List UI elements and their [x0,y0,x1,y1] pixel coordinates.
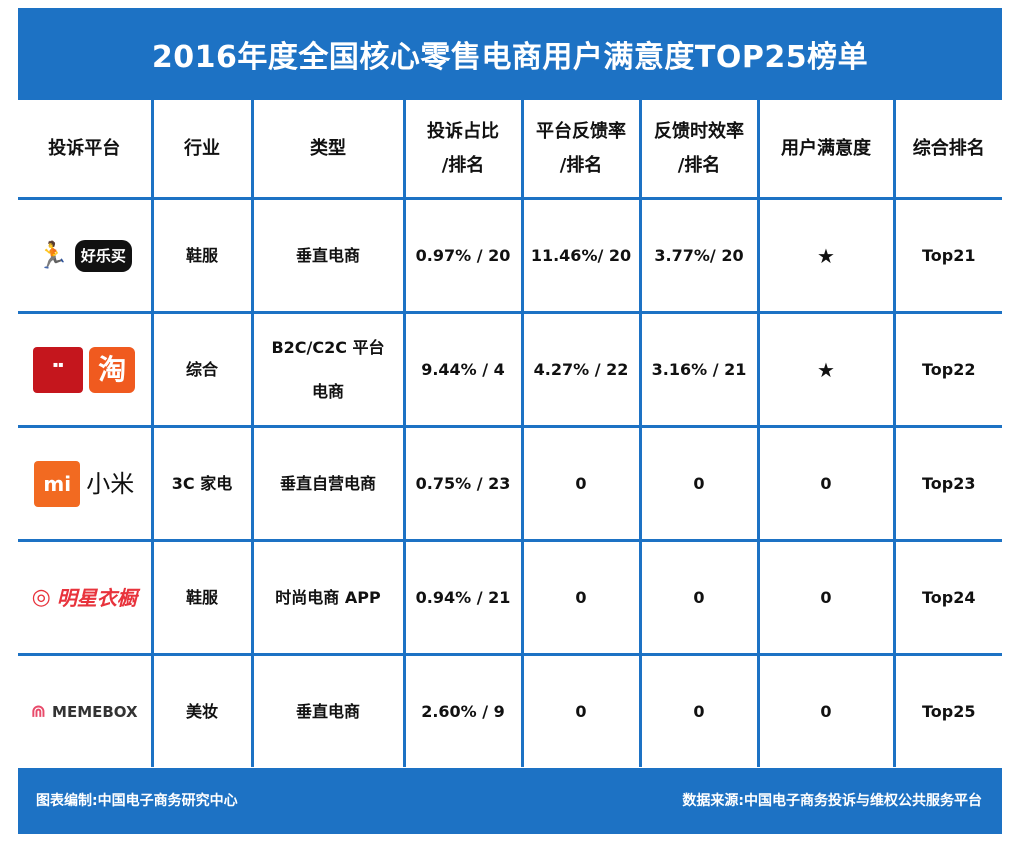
header-platform: 投诉平台 [18,100,154,200]
tmall-icon: ▪▪ [33,346,84,393]
type-cell: B2C/C2C 平台 电商 [250,311,406,428]
table-row: ⋒ MEMEBOX 美妆 垂直电商 2.60% / 9 0 0 0 Top25 [18,653,1002,767]
satisfaction-cell: 0 [756,539,896,656]
platform-cell: mi 小米 [18,425,154,542]
okbuy-logo: 🏃 好乐买 [18,239,151,272]
header-timeliness: 反馈时效率 /排名 [638,100,760,200]
rank-cell: Top21 [892,197,1002,314]
industry-cell: 综合 [150,311,254,428]
timeliness-cell: 0 [638,425,760,542]
mi-logo: mi 小米 [18,460,151,507]
table-row: 🏃 好乐买 鞋服 垂直电商 0.97% / 20 11.46%/ 20 3.77… [18,197,1002,314]
type-cell: 垂直电商 [250,653,406,767]
runner-icon: 🏃 [36,240,69,271]
page-title: 2016年度全国核心零售电商用户满意度TOP25榜单 [151,40,869,75]
industry-cell: 美妆 [150,653,254,767]
mingxing-logo: ◎ 明星衣橱 [18,584,151,612]
footer-compiler: 图表编制:中国电子商务研究中心 [36,793,238,809]
complaint-cell: 0.97% / 20 [402,197,524,314]
table-row: mi 小米 3C 家电 垂直自营电商 0.75% / 23 0 0 0 Top2… [18,425,1002,542]
logo-text: 小米 [86,469,135,498]
footer: 图表编制:中国电子商务研究中心 数据来源:中国电子商务投诉与维权公共服务平台 [18,768,1002,834]
rank-cell: Top25 [892,653,1002,767]
header-rank: 综合排名 [892,100,1002,200]
logo-text: 好乐买 [74,239,132,272]
industry-cell: 鞋服 [150,197,254,314]
tmall-taobao-logo: ▪▪ 淘 [18,346,151,393]
complaint-cell: 2.60% / 9 [402,653,524,767]
rank-cell: Top22 [892,311,1002,428]
rank-cell: Top23 [892,425,1002,542]
logo-text: 明星衣橱 [56,585,137,610]
header-timeliness-l1: 反馈时效率 [654,120,744,142]
type-line1: B2C/C2C 平台 [271,337,385,357]
feedback-cell: 0 [520,425,642,542]
table-row: ◎ 明星衣橱 鞋服 时尚电商 APP 0.94% / 21 0 0 0 Top2… [18,539,1002,656]
ranking-table: 投诉平台 行业 类型 投诉占比 /排名 平台反馈率 /排名 反馈时效率 /排名 … [18,100,1002,768]
platform-cell: ⋒ MEMEBOX [18,653,154,767]
type-cell: 垂直电商 [250,197,406,314]
timeliness-cell: 0 [638,653,760,767]
header-complaint-l2: /排名 [441,154,485,176]
header-row: 投诉平台 行业 类型 投诉占比 /排名 平台反馈率 /排名 反馈时效率 /排名 … [18,100,1002,200]
complaint-cell: 0.75% / 23 [402,425,524,542]
timeliness-cell: 3.77%/ 20 [638,197,760,314]
header-satisfaction: 用户满意度 [756,100,896,200]
header-feedback-l1: 平台反馈率 [536,120,626,142]
feedback-cell: 11.46%/ 20 [520,197,642,314]
mi-icon: mi [34,460,81,507]
complaint-cell: 0.94% / 21 [402,539,524,656]
taobao-icon: 淘 [89,346,136,393]
industry-cell: 鞋服 [150,539,254,656]
feedback-cell: 0 [520,653,642,767]
timeliness-cell: 3.16% / 21 [638,311,760,428]
header-complaint-l1: 投诉占比 [427,120,499,142]
header-industry: 行业 [150,100,254,200]
complaint-cell: 9.44% / 4 [402,311,524,428]
platform-cell: ▪▪ 淘 [18,311,154,428]
platform-cell: ◎ 明星衣橱 [18,539,154,656]
type-cell: 垂直自营电商 [250,425,406,542]
ranking-frame: 2016年度全国核心零售电商用户满意度TOP25榜单 投诉平台 行业 类型 投诉… [18,8,1002,834]
type-cell: 时尚电商 APP [250,539,406,656]
lollipop-icon: ◎ [31,584,51,610]
industry-cell: 3C 家电 [150,425,254,542]
footer-source: 数据来源:中国电子商务投诉与维权公共服务平台 [682,793,982,809]
logo-text: MEMEBOX [52,702,138,721]
header-feedback: 平台反馈率 /排名 [520,100,642,200]
satisfaction-cell: ★ [756,311,896,428]
header-complaint: 投诉占比 /排名 [402,100,524,200]
header-type: 类型 [250,100,406,200]
satisfaction-cell: ★ [756,197,896,314]
memebox-logo: ⋒ MEMEBOX [18,698,151,726]
satisfaction-cell: 0 [756,653,896,767]
table-row: ▪▪ 淘 综合 B2C/C2C 平台 电商 9.44% / 4 4.27% / … [18,311,1002,428]
header-feedback-l2: /排名 [559,154,603,176]
timeliness-cell: 0 [638,539,760,656]
memebox-icon: ⋒ [30,700,47,722]
satisfaction-cell: 0 [756,425,896,542]
type-line2: 电商 [311,381,344,401]
feedback-cell: 4.27% / 22 [520,311,642,428]
platform-cell: 🏃 好乐买 [18,197,154,314]
feedback-cell: 0 [520,539,642,656]
rank-cell: Top24 [892,539,1002,656]
header-timeliness-l2: /排名 [677,154,721,176]
